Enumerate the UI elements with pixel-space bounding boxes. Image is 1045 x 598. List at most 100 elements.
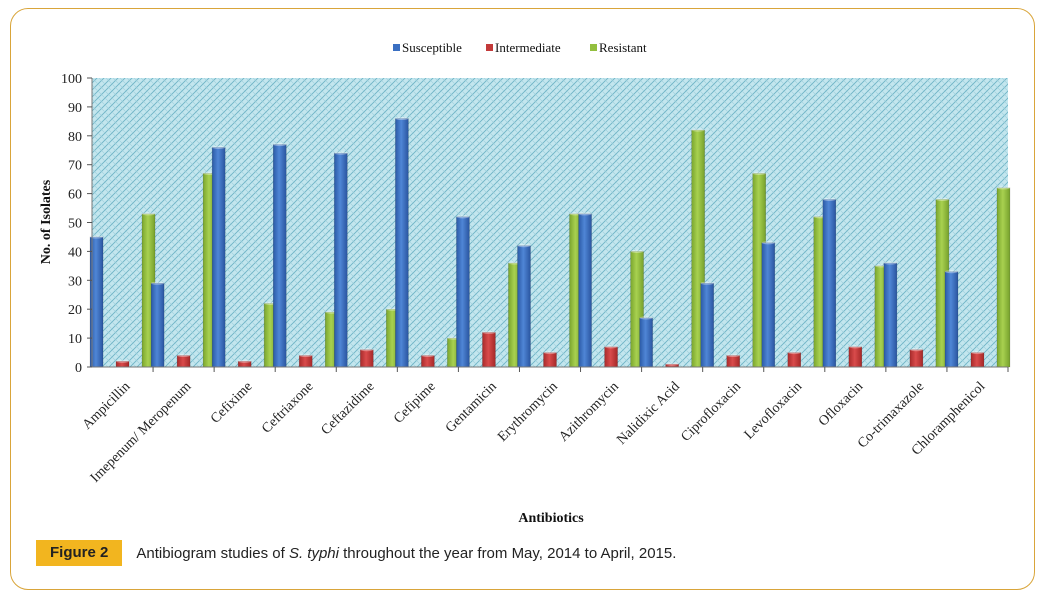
bar-cap	[761, 241, 775, 245]
y-tick-label: 50	[68, 217, 82, 232]
y-tick-label: 90	[68, 101, 82, 116]
bar-cap	[517, 244, 531, 248]
caption-prefix: Antibiogram studies of	[136, 544, 289, 562]
bar-intermediate	[604, 346, 618, 368]
x-tick-label: Ofloxacin	[816, 379, 866, 429]
bar-cap	[787, 350, 801, 355]
bar-cap	[90, 235, 104, 239]
bar-cap	[395, 116, 409, 121]
bar-cap	[665, 362, 679, 366]
x-axis-label: Antibiotics	[518, 511, 584, 526]
bar-cap	[482, 330, 496, 334]
legend-label-intermediate: Intermediate	[495, 40, 561, 55]
x-tick-label: Nalidixic Acid	[614, 379, 683, 448]
bar-cap	[177, 353, 191, 358]
y-axis-label: No. of Isolates	[39, 179, 54, 264]
caption-species: S. typhi	[288, 544, 339, 562]
bar-intermediate	[543, 352, 557, 368]
bar-intermediate	[787, 352, 802, 368]
y-tick-label: 40	[68, 245, 82, 260]
bar-cap	[273, 142, 287, 147]
bar-cap	[142, 212, 156, 216]
bar-cap	[299, 353, 313, 358]
x-tick-label: Cefipime	[391, 379, 438, 426]
y-tick-label: 60	[68, 188, 82, 203]
bar-intermediate	[848, 346, 863, 368]
y-tick-label: 80	[68, 130, 82, 145]
x-tick-label: Ceftriaxone	[259, 379, 316, 436]
bar-cap	[700, 281, 714, 285]
bar-susceptible	[700, 282, 714, 368]
bar-cap	[822, 197, 836, 201]
bar-cap	[996, 186, 1010, 190]
bar-susceptible	[761, 242, 776, 368]
y-tick-label: 30	[68, 274, 82, 289]
y-tick-label: 70	[68, 159, 82, 174]
bar-susceptible	[211, 147, 226, 368]
bar-susceptible	[639, 317, 653, 368]
bar-intermediate	[726, 355, 740, 368]
bar-susceptible	[272, 144, 287, 368]
bar-intermediate	[176, 355, 191, 368]
bar-cap	[456, 215, 470, 219]
bar-cap	[639, 316, 653, 320]
bar-intermediate	[482, 332, 496, 368]
bar-susceptible	[517, 245, 531, 368]
bar-intermediate	[298, 355, 313, 368]
bar-susceptible	[456, 216, 470, 368]
bar-intermediate	[909, 349, 924, 368]
bar-cap	[116, 359, 130, 363]
figure-caption: Figure 2 Antibiogram studies of S. typhi…	[36, 540, 676, 566]
bar-cap	[726, 353, 740, 358]
x-tick-label: Cefixime	[208, 379, 255, 426]
bar-cap	[935, 197, 949, 201]
legend-swatch-intermediate	[486, 44, 493, 51]
x-tick-label: Levofloxacin	[742, 379, 805, 442]
bar-cap	[944, 270, 958, 274]
bar-cap	[630, 249, 644, 253]
bar-cap	[360, 348, 374, 352]
bar-susceptible	[883, 262, 898, 368]
bar-susceptible	[395, 118, 409, 368]
x-tick-label: Gentamicin	[443, 379, 500, 436]
legend-label-susceptible: Susceptible	[402, 40, 462, 55]
bar-cap	[543, 350, 557, 355]
bar-cap	[421, 353, 435, 358]
bar-cap	[212, 145, 226, 149]
bar-susceptible	[334, 152, 348, 368]
y-tick-label: 20	[68, 303, 82, 318]
bar-cap	[238, 359, 252, 363]
figure-label: Figure 2	[36, 540, 123, 566]
y-tick-label: 10	[68, 332, 82, 347]
plot-area	[92, 78, 1008, 367]
bar-intermediate	[421, 355, 435, 368]
bar-cap	[604, 345, 618, 349]
bar-susceptible	[822, 199, 837, 368]
bar-cap	[151, 281, 165, 285]
x-tick-label: Ampicillin	[80, 379, 134, 433]
bar-cap	[334, 151, 348, 155]
legend-swatch-susceptible	[393, 44, 400, 51]
bar-cap	[752, 171, 766, 175]
bar-susceptible	[578, 213, 592, 368]
bar-cap	[909, 348, 923, 352]
bar-intermediate	[970, 352, 985, 368]
bar-intermediate	[360, 349, 374, 368]
x-tick-label: Ceftazidime	[319, 379, 378, 438]
bar-chart: 0 10 20 30 40 50 60 70 80 90 100 AmpicillinImepenu…	[39, 40, 1011, 526]
y-tick-label: 0	[75, 361, 82, 376]
x-tick-label: Azithromycin	[556, 379, 622, 445]
x-tick-label: Imepenum/ Meropenum	[88, 379, 195, 486]
bar-resistant	[996, 187, 1011, 368]
bar-cap	[970, 350, 984, 355]
y-tick-label: 100	[61, 72, 82, 87]
bar-cap	[691, 128, 705, 132]
bar-susceptible	[944, 271, 959, 368]
x-tick-label: Erythromycin	[495, 379, 561, 445]
bar-cap	[883, 261, 897, 265]
legend-swatch-resistant	[590, 44, 597, 51]
caption-suffix: throughout the year from May, 2014 to Ap…	[338, 544, 677, 562]
legend-label-resistant: Resistant	[599, 40, 647, 55]
x-tick-label: Ciprofloxacin	[678, 379, 744, 445]
bar-cap	[848, 345, 862, 349]
